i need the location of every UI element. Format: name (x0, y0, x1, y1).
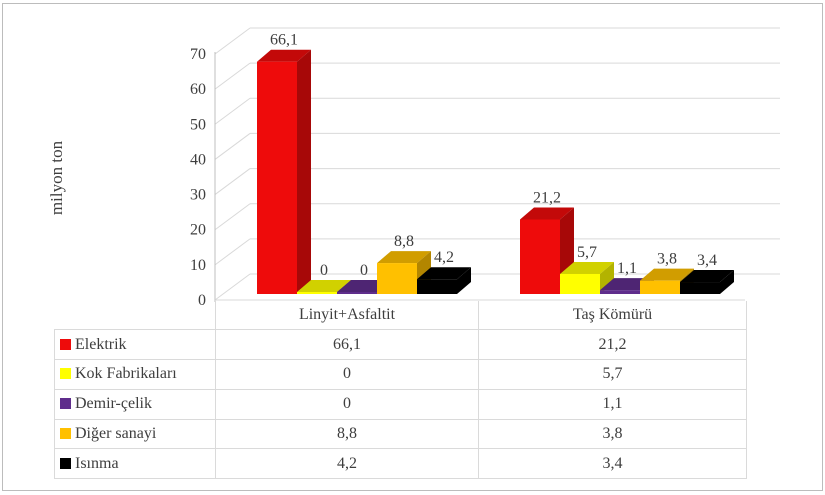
gridline-diagonal (214, 27, 251, 55)
data-table: Linyit+Asfaltit Taş Kömürü Elektrik 66,1… (54, 301, 747, 479)
bars (257, 49, 734, 294)
bar-di-er-sanayi-1 (640, 280, 680, 294)
category-header-tas-komuru: Taş Kömürü (478, 301, 747, 331)
y-axis-tick-labels: 0 10 20 30 40 50 60 70 (190, 46, 206, 309)
y-axis (214, 52, 745, 302)
value-cell: 66,1 (215, 329, 479, 361)
gridline-diagonal (214, 203, 251, 231)
bar-value-label: 1,1 (617, 260, 637, 277)
bar-demir-elik-1 (600, 290, 640, 294)
bar-elektrik-0-side (297, 49, 311, 294)
table-row-diger-sanayi: Diğer sanayi 8,8 3,8 (54, 418, 747, 450)
legend-cell-elektrik: Elektrik (54, 329, 216, 361)
chart-data-table: Linyit+Asfaltit Taş Kömürü Elektrik 66,1… (54, 301, 747, 479)
bar-value-label: 5,7 (577, 244, 597, 261)
bar-elektrik-0-top (257, 49, 311, 62)
bar-kok-fabrikalar--1-top (560, 261, 614, 274)
bar-is-nma-0-side (457, 267, 471, 294)
value-cell: 21,2 (478, 329, 747, 361)
gridline-diagonal (214, 238, 251, 266)
category-header-linyit-asfaltit: Linyit+Asfaltit (215, 301, 479, 331)
bar-demir-elik-0 (337, 292, 377, 294)
legend-swatch-diger-sanayi (60, 427, 71, 439)
bar-kok-fabrikalar--0 (297, 292, 337, 294)
bar-is-nma-1-side (720, 270, 734, 294)
y-tick-label: 50 (190, 116, 206, 133)
gridline-diagonal (214, 133, 251, 160)
bar-kok-fabrikalar--0-top (297, 280, 351, 292)
bar-value-label: 21,2 (533, 189, 561, 206)
bar-is-nma-0-top (417, 267, 471, 280)
value-cell: 1,1 (478, 388, 747, 420)
table-row-elektrik: Elektrik 66,1 21,2 (54, 329, 747, 361)
y-axis-title: milyon ton (47, 140, 66, 215)
value-cell: 4,2 (215, 448, 479, 479)
gridline-diagonal (214, 97, 251, 125)
value-cell: 3,8 (478, 418, 747, 450)
legend-swatch-isinma (60, 457, 71, 469)
bar-di-er-sanayi-0-top (377, 251, 431, 264)
y-tick-label: 70 (190, 46, 206, 63)
bar-kok-fabrikalar--1 (560, 273, 600, 294)
value-cell: 0 (215, 359, 479, 390)
value-cell: 3,4 (478, 448, 747, 479)
bar-di-er-sanayi-1-top (640, 268, 694, 281)
bar-elektrik-1-top (520, 207, 574, 220)
y-tick-label: 20 (190, 222, 206, 239)
bar-chart-3d: 0 10 20 30 40 50 60 70 66,1 0 0 8,8 4,2 21,2 5,7 1,1 3,… (47, 27, 780, 309)
table-row-kok-fabrikalari: Kok Fabrikaları 0 5,7 (54, 359, 747, 390)
series-label-kok-fabrikalari: Kok Fabrikaları (75, 365, 177, 383)
y-tick-label: 60 (190, 81, 206, 98)
bar-di-er-sanayi-0 (377, 263, 417, 294)
legend-cell-isinma: Isınma (54, 448, 216, 479)
bar-is-nma-1 (680, 282, 720, 294)
y-tick-label: 30 (190, 187, 206, 204)
gridlines (214, 27, 780, 301)
bar-value-label: 66,1 (270, 32, 298, 49)
bar-kok-fabrikalar--1-side (600, 261, 614, 294)
series-label-diger-sanayi: Diğer sanayi (75, 424, 157, 442)
series-label-isinma: Isınma (75, 454, 119, 472)
gridline-diagonal (214, 168, 251, 195)
y-tick-label: 10 (190, 257, 206, 274)
legend-swatch-kok-fabrikalari (60, 368, 71, 380)
y-tick-label: 40 (190, 151, 206, 168)
legend-cell-diger-sanayi: Diğer sanayi (54, 418, 216, 450)
bar-value-label: 3,8 (657, 251, 677, 268)
value-cell: 8,8 (215, 418, 479, 450)
gridline-diagonal (214, 62, 251, 90)
value-cell: 0 (215, 388, 479, 420)
legend-swatch-demir-celik (60, 398, 71, 410)
table-header-row: Linyit+Asfaltit Taş Kömürü (55, 301, 747, 331)
bar-is-nma-1-top (680, 270, 734, 283)
table-corner-cell (55, 301, 216, 330)
value-cell: 5,7 (478, 359, 747, 390)
bar-is-nma-0 (417, 279, 457, 294)
legend-cell-demir-celik: Demir-çelik (54, 388, 216, 420)
bar-value-label: 0 (360, 262, 368, 279)
legend-cell-kok-fabrikalari: Kok Fabrikaları (54, 359, 216, 390)
bar-value-labels: 66,1 0 0 8,8 4,2 21,2 5,7 1,1 3,8 3,4 (270, 32, 717, 279)
series-label-elektrik: Elektrik (75, 335, 127, 353)
series-label-demir-celik: Demir-çelik (75, 395, 152, 413)
bar-elektrik-1 (520, 219, 560, 294)
bar-elektrik-0 (257, 61, 297, 294)
bar-value-label: 3,4 (697, 252, 717, 269)
bar-value-label: 0 (320, 262, 328, 279)
table-row-demir-celik: Demir-çelik 0 1,1 (54, 388, 747, 420)
bar-value-label: 8,8 (394, 233, 414, 250)
bar-value-label: 4,2 (434, 249, 454, 266)
legend-swatch-elektrik (60, 338, 71, 350)
gridline-diagonal (214, 273, 251, 301)
table-row-isinma: Isınma 4,2 3,4 (54, 448, 747, 479)
y-tick-label: 0 (198, 292, 206, 309)
